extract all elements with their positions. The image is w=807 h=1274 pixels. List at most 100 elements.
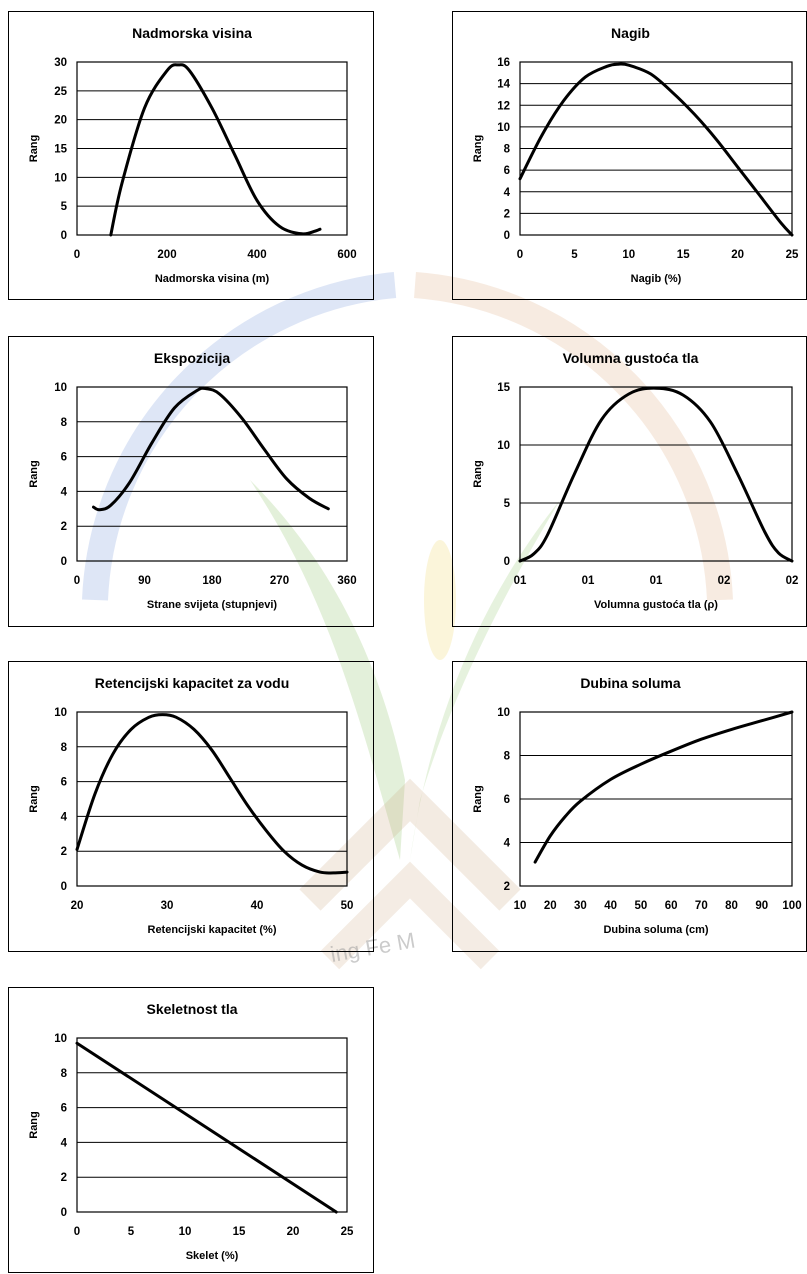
y-tick-label-retencijski-kapacitet-za-vodu-0: 0 bbox=[61, 881, 67, 893]
x-tick-label-nagib-1: 5 bbox=[571, 249, 578, 261]
plot-area-skeletnost-tla bbox=[76, 1037, 348, 1213]
y-tick-label-ekspozicija-1: 2 bbox=[61, 521, 67, 533]
y-tick-label-nagib-3: 6 bbox=[504, 165, 510, 177]
x-tick-label-nagib-4: 20 bbox=[731, 249, 744, 261]
y-tick-label-retencijski-kapacitet-za-vodu-3: 6 bbox=[61, 777, 67, 789]
x-tick-label-nagib-5: 25 bbox=[786, 249, 799, 261]
chart-title-nagib: Nagib bbox=[611, 25, 650, 41]
x-tick-label-skeletnost-tla-0: 0 bbox=[74, 1226, 80, 1238]
x-tick-label-dubina-soluma-8: 90 bbox=[755, 900, 768, 912]
y-tick-label-nadmorska-visina-0: 0 bbox=[61, 230, 67, 242]
x-axis-label-volumna-gusto-a-tla: Volumna gustoća tla (ρ) bbox=[594, 599, 718, 611]
x-tick-label-dubina-soluma-5: 60 bbox=[665, 900, 678, 912]
x-tick-label-nadmorska-visina-1: 200 bbox=[157, 249, 176, 261]
x-tick-label-ekspozicija-3: 270 bbox=[270, 575, 289, 587]
y-axis-label-nagib: Rang bbox=[472, 135, 484, 163]
y-axis-label-nadmorska-visina: Rang bbox=[28, 135, 40, 163]
series-line-skeletnost-tla-0 bbox=[75, 1041, 338, 1214]
x-tick-label-dubina-soluma-3: 40 bbox=[604, 900, 617, 912]
y-tick-label-skeletnost-tla-5: 10 bbox=[54, 1033, 67, 1045]
chart-title-nadmorska-visina: Nadmorska visina bbox=[132, 25, 252, 41]
x-axis-label-nadmorska-visina: Nadmorska visina (m) bbox=[155, 273, 270, 285]
x-axis-label-skeletnost-tla: Skelet (%) bbox=[186, 1250, 239, 1262]
x-tick-label-dubina-soluma-0: 10 bbox=[514, 900, 527, 912]
x-tick-label-dubina-soluma-9: 100 bbox=[782, 900, 801, 912]
y-tick-label-nagib-5: 10 bbox=[497, 122, 510, 134]
chart-title-volumna-gusto-a-tla: Volumna gustoća tla bbox=[563, 350, 699, 366]
x-tick-label-nagib-0: 0 bbox=[517, 249, 523, 261]
x-tick-label-volumna-gusto-a-tla-4: 02 bbox=[786, 575, 799, 587]
y-tick-label-dubina-soluma-4: 10 bbox=[497, 707, 510, 719]
y-tick-label-nagib-8: 16 bbox=[497, 57, 510, 69]
x-tick-label-volumna-gusto-a-tla-1: 01 bbox=[582, 575, 595, 587]
y-tick-label-retencijski-kapacitet-za-vodu-2: 4 bbox=[61, 811, 68, 823]
y-axis-label-dubina-soluma: Rang bbox=[472, 785, 484, 813]
series-line-nadmorska-visina-0 bbox=[109, 63, 322, 237]
plot-area-ekspozicija bbox=[76, 386, 348, 562]
x-tick-label-ekspozicija-2: 180 bbox=[202, 575, 221, 587]
y-tick-label-skeletnost-tla-4: 8 bbox=[61, 1068, 68, 1080]
y-tick-label-ekspozicija-3: 6 bbox=[61, 452, 67, 464]
x-tick-label-ekspozicija-4: 360 bbox=[337, 575, 356, 587]
x-tick-label-skeletnost-tla-5: 25 bbox=[341, 1226, 354, 1238]
plot-area-nadmorska-visina bbox=[76, 61, 348, 236]
chart-panel-ekspozicija: Ekspozicija 0 2 4 6 8 10 0 90 180 270 360 Strane svi… bbox=[8, 336, 374, 627]
y-tick-label-volumna-gusto-a-tla-2: 10 bbox=[497, 440, 510, 452]
y-axis-label-ekspozicija: Rang bbox=[28, 460, 40, 488]
y-tick-label-nadmorska-visina-6: 30 bbox=[54, 57, 67, 69]
chart-panel-nagib: Nagib 0 2 4 6 8 10 12 14 16 0 5 10 15 20 25 Nagib (%) Ran… bbox=[452, 11, 807, 300]
x-tick-label-nadmorska-visina-0: 0 bbox=[74, 249, 80, 261]
x-tick-label-volumna-gusto-a-tla-3: 02 bbox=[718, 575, 731, 587]
y-tick-label-dubina-soluma-2: 6 bbox=[504, 794, 510, 806]
x-tick-label-nagib-2: 10 bbox=[622, 249, 635, 261]
x-tick-label-dubina-soluma-7: 80 bbox=[725, 900, 738, 912]
y-tick-label-skeletnost-tla-2: 4 bbox=[61, 1137, 68, 1149]
y-tick-label-skeletnost-tla-0: 0 bbox=[61, 1207, 67, 1219]
y-tick-label-nagib-2: 4 bbox=[504, 187, 511, 199]
x-tick-label-skeletnost-tla-1: 5 bbox=[128, 1226, 135, 1238]
x-tick-label-retencijski-kapacitet-za-vodu-3: 50 bbox=[341, 900, 354, 912]
y-tick-label-nadmorska-visina-1: 5 bbox=[61, 201, 68, 213]
y-tick-label-volumna-gusto-a-tla-0: 0 bbox=[504, 556, 510, 568]
chart-title-retencijski-kapacitet-za-vodu: Retencijski kapacitet za vodu bbox=[95, 675, 290, 691]
y-axis-label-skeletnost-tla: Rang bbox=[28, 1111, 40, 1139]
y-tick-label-skeletnost-tla-1: 2 bbox=[61, 1172, 67, 1184]
chart-panel-nadmorska-visina: Nadmorska visina 0 5 10 15 20 25 30 0 200 400 600 Na… bbox=[8, 11, 374, 300]
chart-panel-retencijski-kapacitet: Retencijski kapacitet za vodu 0 2 4 6 8 10 20 30… bbox=[8, 661, 374, 952]
y-tick-label-ekspozicija-4: 8 bbox=[61, 417, 68, 429]
x-axis-label-dubina-soluma: Dubina soluma (cm) bbox=[603, 924, 708, 936]
x-tick-label-volumna-gusto-a-tla-2: 01 bbox=[650, 575, 663, 587]
x-tick-label-ekspozicija-1: 90 bbox=[138, 575, 151, 587]
plot-area-retencijski-kapacitet-za-vodu bbox=[76, 711, 348, 887]
plot-area-nagib bbox=[519, 61, 793, 236]
y-tick-label-volumna-gusto-a-tla-1: 5 bbox=[504, 498, 511, 510]
series-line-ekspozicija-0 bbox=[92, 386, 330, 512]
x-tick-label-retencijski-kapacitet-za-vodu-1: 30 bbox=[161, 900, 174, 912]
y-tick-label-dubina-soluma-3: 8 bbox=[504, 751, 511, 763]
x-axis-label-retencijski-kapacitet-za-vodu: Retencijski kapacitet (%) bbox=[148, 924, 277, 936]
chart-title-ekspozicija: Ekspozicija bbox=[154, 350, 230, 366]
x-tick-label-volumna-gusto-a-tla-0: 01 bbox=[514, 575, 527, 587]
y-tick-label-nagib-1: 2 bbox=[504, 208, 510, 220]
x-tick-label-dubina-soluma-1: 20 bbox=[544, 900, 557, 912]
series-line-dubina-soluma-0 bbox=[533, 710, 794, 864]
y-tick-label-retencijski-kapacitet-za-vodu-1: 2 bbox=[61, 846, 67, 858]
series-line-nagib-0 bbox=[518, 62, 794, 237]
y-tick-label-skeletnost-tla-3: 6 bbox=[61, 1103, 67, 1115]
y-tick-label-dubina-soluma-1: 4 bbox=[504, 838, 511, 850]
chart-panel-skeletnost-tla: Skeletnost tla 0 2 4 6 8 10 0 5 10 15 20 25 Skelet (%… bbox=[8, 987, 374, 1273]
y-tick-label-retencijski-kapacitet-za-vodu-4: 8 bbox=[61, 742, 68, 754]
x-tick-label-skeletnost-tla-2: 10 bbox=[179, 1226, 192, 1238]
y-tick-label-nadmorska-visina-2: 10 bbox=[54, 172, 67, 184]
x-tick-label-skeletnost-tla-4: 20 bbox=[287, 1226, 300, 1238]
y-tick-label-nagib-6: 12 bbox=[497, 100, 510, 112]
x-tick-label-dubina-soluma-6: 70 bbox=[695, 900, 708, 912]
series-line-volumna-gusto-a-tla-0 bbox=[518, 386, 794, 563]
chart-title-skeletnost-tla: Skeletnost tla bbox=[146, 1001, 237, 1017]
x-tick-label-dubina-soluma-2: 30 bbox=[574, 900, 587, 912]
x-tick-label-nadmorska-visina-2: 400 bbox=[247, 249, 266, 261]
x-tick-label-nagib-3: 15 bbox=[677, 249, 690, 261]
x-axis-label-ekspozicija: Strane svijeta (stupnjevi) bbox=[147, 599, 278, 611]
y-tick-label-nagib-0: 0 bbox=[504, 230, 510, 242]
y-tick-label-ekspozicija-2: 4 bbox=[61, 486, 68, 498]
